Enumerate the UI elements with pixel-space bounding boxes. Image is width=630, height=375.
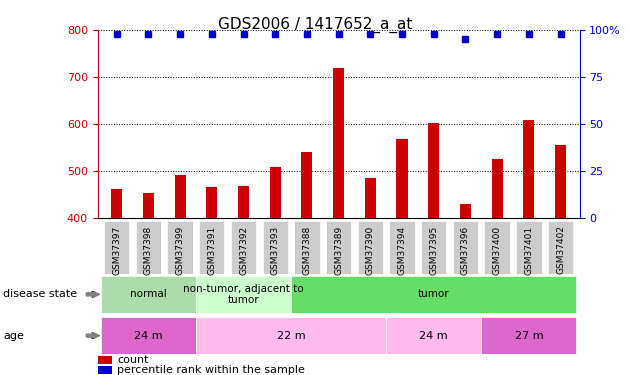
Bar: [143, 193, 154, 217]
Text: GSM37389: GSM37389: [334, 225, 343, 275]
Text: GSM37392: GSM37392: [239, 225, 248, 274]
Bar: [168, 221, 193, 274]
Bar: [548, 221, 573, 274]
Text: count: count: [117, 355, 149, 365]
Bar: [386, 317, 481, 354]
Bar: [111, 189, 122, 217]
Text: disease state: disease state: [3, 290, 77, 299]
Bar: [481, 317, 576, 354]
Text: GSM37391: GSM37391: [207, 225, 216, 275]
Text: GSM37397: GSM37397: [112, 225, 121, 275]
Text: GSM37398: GSM37398: [144, 225, 153, 275]
Bar: [291, 276, 576, 313]
Text: age: age: [3, 331, 24, 340]
Text: 27 m: 27 m: [515, 331, 543, 340]
Text: GSM37401: GSM37401: [524, 225, 534, 274]
Bar: [389, 221, 415, 274]
Bar: [428, 123, 439, 218]
Bar: [301, 152, 312, 217]
Bar: [196, 317, 386, 354]
Bar: [206, 187, 217, 218]
Bar: [460, 204, 471, 218]
Bar: [231, 221, 256, 274]
Bar: [294, 221, 319, 274]
Bar: [516, 221, 542, 274]
Bar: [555, 145, 566, 218]
Bar: [175, 176, 186, 217]
Bar: [491, 159, 503, 218]
Text: 24 m: 24 m: [134, 331, 163, 340]
Bar: [358, 221, 383, 274]
Bar: [263, 221, 288, 274]
Bar: [453, 221, 478, 274]
Bar: [98, 356, 112, 364]
Text: GSM37396: GSM37396: [461, 225, 470, 275]
Text: GSM37393: GSM37393: [271, 225, 280, 275]
Bar: [238, 186, 249, 218]
Bar: [365, 178, 376, 218]
Text: GSM37388: GSM37388: [302, 225, 311, 275]
Text: GSM37394: GSM37394: [398, 225, 406, 274]
Text: GSM37390: GSM37390: [366, 225, 375, 275]
Bar: [104, 221, 129, 274]
Text: GDS2006 / 1417652_a_at: GDS2006 / 1417652_a_at: [218, 17, 412, 33]
Bar: [270, 167, 281, 218]
Text: GSM37399: GSM37399: [176, 225, 185, 275]
Bar: [421, 221, 447, 274]
Bar: [333, 68, 344, 218]
Bar: [199, 221, 224, 274]
Text: tumor: tumor: [418, 290, 450, 299]
Text: non-tumor, adjacent to
tumor: non-tumor, adjacent to tumor: [183, 284, 304, 305]
Bar: [484, 221, 510, 274]
Text: percentile rank within the sample: percentile rank within the sample: [117, 365, 305, 375]
Bar: [196, 276, 291, 313]
Bar: [326, 221, 352, 274]
Text: GSM37400: GSM37400: [493, 225, 501, 274]
Bar: [101, 317, 196, 354]
Bar: [101, 276, 196, 313]
Bar: [524, 120, 534, 218]
Bar: [135, 221, 161, 274]
Text: 24 m: 24 m: [420, 331, 448, 340]
Text: 22 m: 22 m: [277, 331, 306, 340]
Bar: [396, 139, 408, 218]
Text: normal: normal: [130, 290, 167, 299]
Text: GSM37402: GSM37402: [556, 225, 565, 274]
Bar: [98, 366, 112, 374]
Text: GSM37395: GSM37395: [429, 225, 438, 275]
